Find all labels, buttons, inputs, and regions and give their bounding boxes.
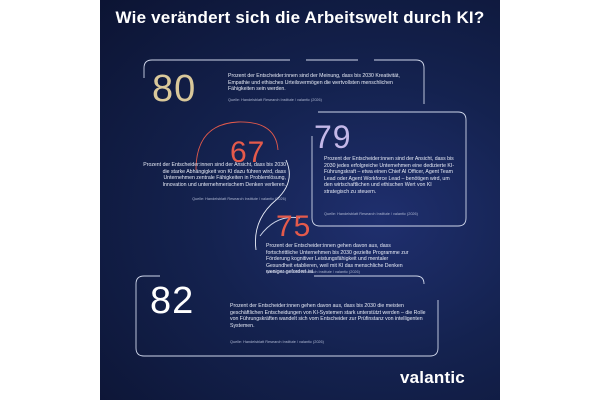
stat-80-source: Quelle: Handelsblatt Research Institute …	[228, 98, 322, 102]
stat-82-text: Prozent der Entscheider:innen gehen davo…	[230, 303, 426, 329]
stat-75-value: 75	[276, 210, 312, 243]
infographic-poster: Wie verändert sich die Arbeitswelt durch…	[100, 0, 500, 400]
frame-82-top	[314, 275, 425, 285]
stat-80-text: Prozent der Entscheider:innen sind der M…	[228, 73, 400, 93]
stat-67-source: Quelle: Handelsblatt Research Institute …	[192, 197, 286, 201]
stat-75-text: Prozent der Entscheider:innen gehen davo…	[266, 243, 409, 276]
stat-67-text: Prozent der Entscheider:innen sind der A…	[143, 162, 286, 188]
stat-79-source: Quelle: Handelsblatt Research Institute …	[324, 212, 418, 216]
stat-67-value: 67	[230, 136, 266, 169]
stat-79-text: Prozent der Entscheider:innen sind der A…	[324, 156, 455, 195]
stat-80-value: 80	[152, 68, 197, 110]
arc-67	[195, 121, 279, 171]
headline: Wie verändert sich die Arbeitswelt durch…	[115, 8, 485, 27]
frame-79	[311, 111, 467, 227]
stat-82-source: Quelle: Handelsblatt Research Institute …	[230, 340, 324, 344]
frame-75	[259, 216, 404, 237]
curve-67-75	[254, 159, 290, 251]
valantic-logo: valantic	[400, 368, 465, 387]
frame-82	[135, 275, 439, 357]
stat-75-source: Quelle: Handelsblatt Research Institute …	[266, 270, 360, 274]
decorative-frames	[135, 59, 467, 357]
frame-80	[143, 59, 425, 104]
stat-79-value: 79	[314, 119, 352, 155]
stat-82-value: 82	[150, 280, 195, 322]
